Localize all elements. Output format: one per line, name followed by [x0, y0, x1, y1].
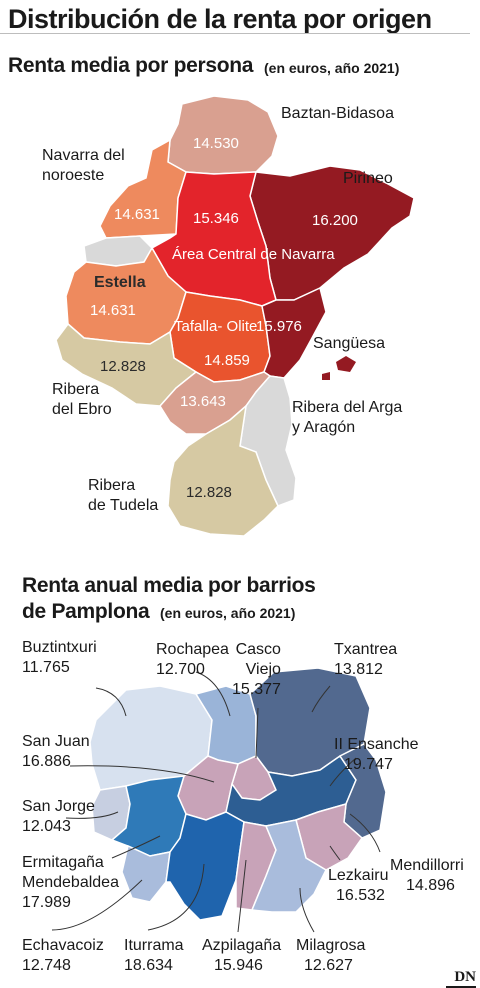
pamplona-subtitle-line2: de Pamplona	[22, 600, 150, 623]
label-navarra-noroeste: Navarra del noroeste	[42, 147, 125, 184]
label-tafalla-olite: Tafalla- Olite	[174, 318, 258, 335]
label-txantrea: Txantrea 13.812	[334, 641, 398, 678]
value-ribera-ebro: 12.828	[100, 358, 146, 375]
label-estella: Estella	[94, 274, 146, 291]
value-navarra-noroeste: 14.631	[114, 206, 160, 223]
barrio-milagrosa[interactable]	[250, 819, 327, 913]
title-divider	[0, 33, 470, 34]
navarra-note: (en euros, año 2021)	[264, 60, 400, 76]
label-ribera-arga: Ribera del Arga y Aragón	[292, 399, 403, 436]
page-title: Distribución de la renta por origen	[8, 4, 432, 34]
region-sanguesa-dot	[322, 372, 330, 380]
region-sanguesa-enclave	[336, 356, 356, 372]
label-ermitagana: Ermitagaña Mendebaldea 17.989	[22, 854, 119, 911]
value-estella: 14.631	[90, 302, 136, 319]
value-area-central: 15.346	[193, 210, 239, 227]
navarra-subtitle: Renta media por persona	[8, 54, 254, 77]
label-area-central: Área Central de Navarra	[172, 246, 335, 263]
barrio-iturrama[interactable]	[165, 811, 245, 921]
label-azpilagana: Azpilagaña 15.946	[202, 937, 282, 974]
label-casco-viejo: Casco Viejo 15.377	[232, 641, 281, 698]
label-lezkairu: Lezkairu 16.532	[328, 867, 389, 904]
label-iturrama: Iturrama 18.634	[124, 937, 184, 974]
label-rochapea: Rochapea 12.700	[156, 641, 229, 678]
label-san-jorge: San Jorge 12.043	[22, 798, 95, 835]
label-sanguesa: Sangüesa	[313, 335, 386, 352]
label-ribera-tudela: Ribera de Tudela	[88, 477, 159, 514]
region-sanguesa[interactable]	[261, 286, 327, 379]
label-pirineo: Pirineo	[343, 170, 393, 187]
leader-lines	[51, 671, 381, 933]
barrio-echavacoiz[interactable]	[121, 844, 171, 903]
value-sanguesa: 15.976	[256, 318, 302, 335]
value-ribera-tudela: 12.828	[186, 484, 232, 501]
label-san-juan: San Juan 16.886	[22, 733, 90, 770]
value-baztan-bidasoa: 14.530	[193, 135, 239, 152]
pamplona-note: (en euros, año 2021)	[160, 605, 296, 621]
dn-logo: DN	[454, 969, 476, 985]
label-echavacoiz: Echavacoiz 12.748	[22, 937, 104, 974]
label-milagrosa: Milagrosa 12.627	[296, 937, 366, 974]
value-ribera-arga: 13.643	[180, 393, 226, 410]
label-ribera-ebro: Ribera del Ebro	[52, 381, 112, 418]
value-pirineo: 16.200	[312, 212, 358, 229]
label-mendillorri: Mendillorri 14.896	[390, 857, 464, 894]
logo-underline	[446, 986, 476, 988]
label-buztintxuri: Buztintxuri 11.765	[22, 639, 97, 676]
label-ii-ensanche: II Ensanche 19.747	[334, 736, 419, 773]
value-tafalla-olite: 14.859	[204, 352, 250, 369]
pamplona-subtitle-line1: Renta anual media por barrios	[22, 574, 316, 597]
region-ribera-tudela[interactable]	[167, 404, 279, 537]
label-baztan-bidasoa: Baztan-Bidasoa	[281, 105, 394, 122]
